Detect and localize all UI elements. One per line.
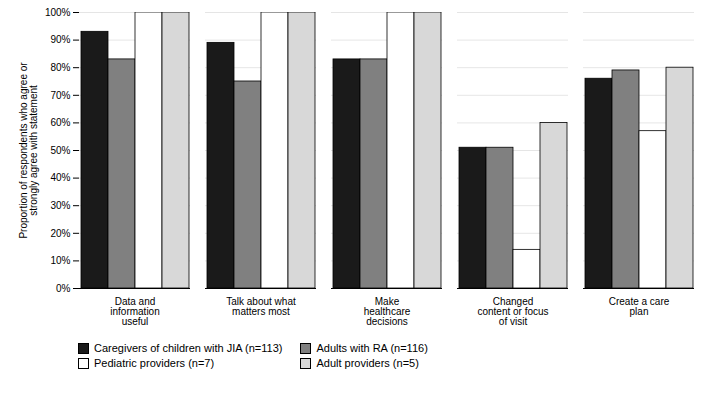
svg-text:20%: 20%: [50, 228, 70, 239]
svg-text:Create a careplan: Create a careplan: [609, 296, 670, 317]
svg-text:Data andinformationuseful: Data andinformationuseful: [110, 296, 159, 327]
html-text:Pediatric providers (n=7): Pediatric providers (n=7): [94, 357, 215, 369]
html-text:Caregivers of children with JI: Caregivers of children with JIA (n=113): [94, 342, 283, 354]
svg-text:70%: 70%: [50, 90, 70, 101]
svg-text:100%: 100%: [45, 7, 71, 18]
svg-text:90%: 90%: [50, 34, 70, 45]
svg-text:30%: 30%: [50, 200, 70, 211]
html-text:Adults with RA (n=116): Adults with RA (n=116): [316, 342, 428, 354]
svg-text:10%: 10%: [50, 255, 70, 266]
svg-text:Talk about whatmatters most: Talk about whatmatters most: [226, 296, 296, 317]
svg-text:60%: 60%: [50, 117, 70, 128]
svg-text:Changedcontent or focusof visi: Changedcontent or focusof visit: [477, 296, 548, 327]
svg-text:40%: 40%: [50, 172, 70, 183]
svg-text:Proportion of respondents who: Proportion of respondents who agree orst…: [18, 62, 39, 239]
svg-text:Makehealthcaredecisions: Makehealthcaredecisions: [364, 296, 411, 327]
html-text:Adult providers (n=5): Adult providers (n=5): [316, 357, 419, 369]
svg-text:50%: 50%: [50, 145, 70, 156]
svg-text:0%: 0%: [56, 283, 71, 294]
svg-text:80%: 80%: [50, 62, 70, 73]
